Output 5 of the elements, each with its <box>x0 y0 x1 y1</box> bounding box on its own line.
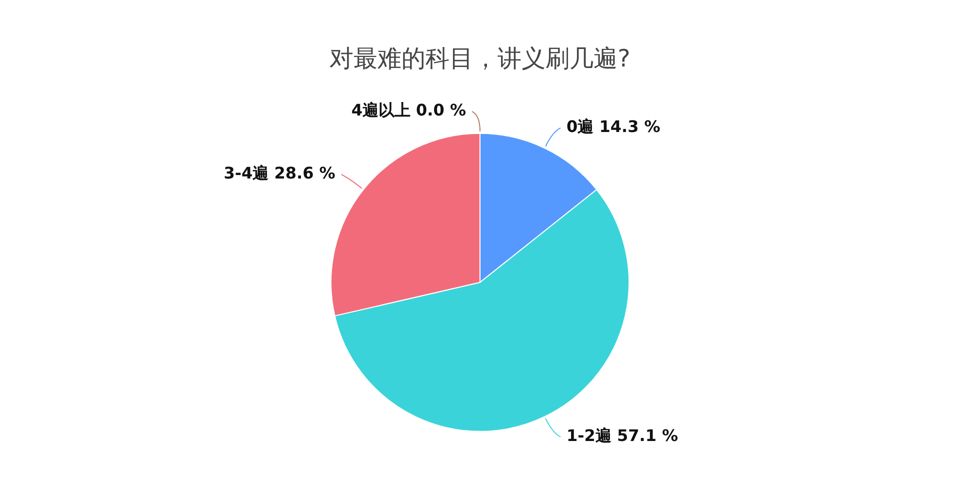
category-label: 4遍以上 0.0 % <box>351 100 466 120</box>
slice-label: 0遍 14.3 % <box>566 117 660 136</box>
slice-label: 1-2遍 57.1 % <box>566 426 678 445</box>
slice-label: 3-4遍 28.6 % <box>224 164 336 183</box>
chart-title: 对最难的科目，讲义刷几遍? <box>330 44 630 73</box>
